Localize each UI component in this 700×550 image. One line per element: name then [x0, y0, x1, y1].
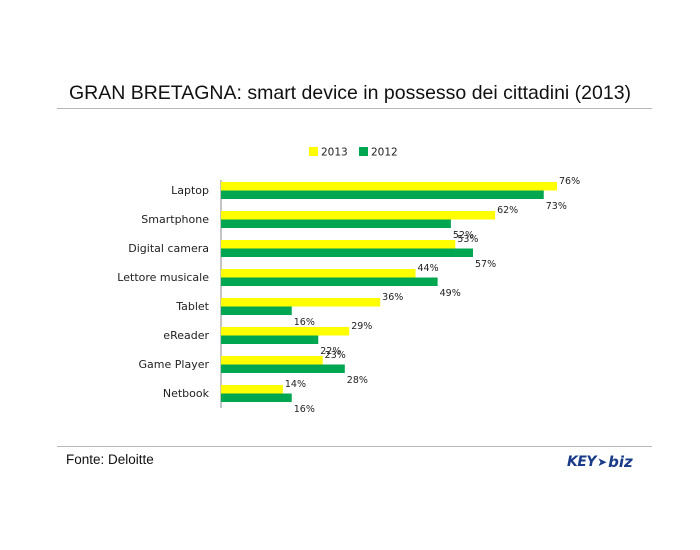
category-label-ereader: eReader: [163, 329, 209, 342]
footer-divider: [57, 446, 652, 447]
source-note: Fonte: Deloitte: [66, 452, 154, 467]
legend-label-2013: 2013: [321, 147, 348, 159]
data-label-2012-laptop: 73%: [546, 201, 567, 212]
legend-swatch-2012: [359, 147, 368, 156]
logo-arrow-icon: ➤: [597, 455, 608, 469]
data-label-2013-digital-camera: 53%: [457, 234, 478, 245]
legend-label-2012: 2012: [371, 147, 398, 159]
category-label-game-player: Game Player: [139, 358, 210, 371]
bar-2013-netbook: [221, 385, 283, 394]
category-label-lettore-musicale: Lettore musicale: [117, 271, 209, 284]
data-label-2013-ereader: 29%: [351, 321, 372, 332]
bar-2013-tablet: [221, 298, 381, 307]
key4biz-logo: KEY ➤ biz: [567, 453, 633, 471]
data-label-2013-lettore-musicale: 44%: [418, 263, 439, 274]
bar-2013-lettore-musicale: [221, 269, 416, 278]
data-label-2012-ereader: 22%: [320, 346, 341, 357]
bar-2012-game-player: [221, 364, 345, 373]
data-label-2013-smartphone: 62%: [497, 205, 518, 216]
bar-2012-digital-camera: [221, 248, 473, 257]
page-title: GRAN BRETAGNA: smart device in possesso …: [68, 82, 632, 104]
bar-2013-game-player: [221, 356, 323, 365]
bar-2012-lettore-musicale: [221, 277, 438, 286]
bar-2012-ereader: [221, 335, 319, 344]
bar-2012-laptop: [221, 190, 544, 199]
logo-key-text: KEY: [567, 454, 597, 470]
bar-2012-smartphone: [221, 219, 451, 228]
data-label-2012-digital-camera: 57%: [475, 259, 496, 270]
bar-2012-netbook: [221, 393, 292, 402]
data-label-2013-netbook: 14%: [285, 379, 306, 390]
category-label-netbook: Netbook: [163, 387, 210, 400]
data-label-2012-tablet: 16%: [294, 317, 315, 328]
data-label-2013-game-player: 23%: [325, 350, 346, 361]
category-label-laptop: Laptop: [171, 184, 209, 197]
data-label-2013-laptop: 76%: [559, 176, 580, 187]
data-label-2013-tablet: 36%: [382, 292, 403, 303]
bar-2013-digital-camera: [221, 240, 456, 249]
title-divider: [57, 108, 652, 109]
category-label-smartphone: Smartphone: [141, 213, 209, 226]
logo-biz-text: biz: [608, 453, 633, 471]
bar-2013-smartphone: [221, 211, 496, 220]
chart-legend: 2013 2012: [309, 147, 398, 159]
data-label-2012-game-player: 28%: [347, 375, 368, 386]
category-label-tablet: Tablet: [175, 300, 209, 313]
legend-swatch-2013: [309, 147, 318, 156]
data-label-2012-netbook: 16%: [294, 404, 315, 415]
bar-chart: 2013 2012 Laptop 76% 73% Smartphone 62% 52% Dig…: [117, 147, 580, 416]
category-label-digital-camera: Digital camera: [128, 242, 209, 255]
data-label-2012-lettore-musicale: 49%: [440, 288, 461, 299]
bar-2013-ereader: [221, 327, 350, 336]
data-label-2012-smartphone: 52%: [453, 230, 474, 241]
bar-2012-tablet: [221, 306, 292, 315]
bar-2013-laptop: [221, 182, 557, 191]
